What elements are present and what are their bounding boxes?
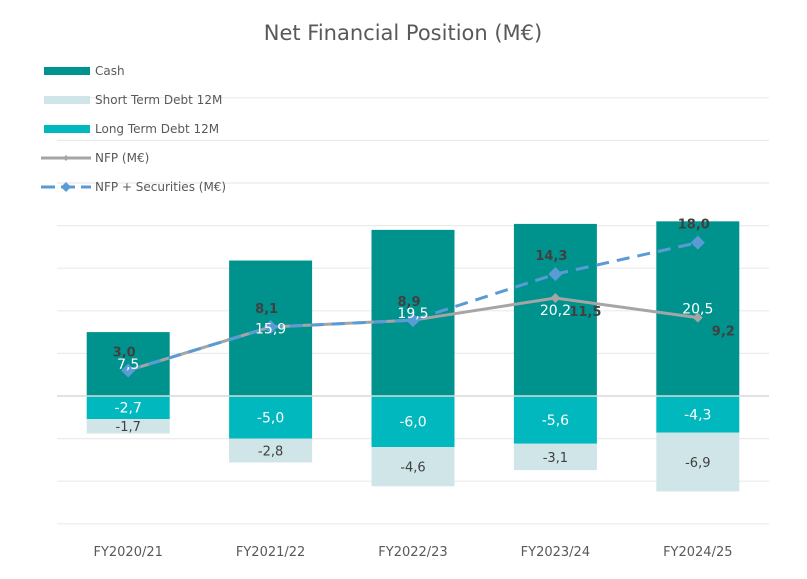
legend-swatch xyxy=(44,125,90,133)
marker-nfp-securities xyxy=(406,313,420,328)
label-cash: 20,2 xyxy=(540,303,571,319)
marker-nfp-securities xyxy=(263,319,278,334)
legend: Cash Short Term Debt 12M Long Term Debt 12… xyxy=(41,64,226,194)
label-short-term-debt: -3,1 xyxy=(543,451,568,466)
x-tick-label: FY2022/23 xyxy=(378,545,447,560)
legend-swatch xyxy=(44,96,90,104)
bar-short-term-debt xyxy=(513,443,597,471)
bar-long-term-debt xyxy=(371,396,455,448)
label-short-term-debt: -6,9 xyxy=(685,456,710,471)
legend-item: Long Term Debt 12M xyxy=(44,122,219,136)
legend-item: Cash xyxy=(44,64,125,78)
label-nfp-securities: 14,3 xyxy=(535,249,567,264)
lines xyxy=(121,235,705,378)
line-nfp-securities xyxy=(127,241,699,372)
bar-cash xyxy=(513,223,597,396)
bar-long-term-debt xyxy=(513,396,597,444)
marker-nfp-securities xyxy=(690,235,705,250)
label-short-term-debt: -2,8 xyxy=(258,445,283,460)
label-nfp: 11,5 xyxy=(569,305,601,320)
legend-swatch xyxy=(44,67,90,75)
label-long-term-debt: -4,3 xyxy=(684,407,711,423)
legend-marker xyxy=(63,155,69,161)
legend-label: Cash xyxy=(95,64,125,78)
bar-cash xyxy=(371,229,455,396)
marker-nfp xyxy=(692,312,703,323)
legend-label: NFP + Securities (M€) xyxy=(95,180,226,194)
marker-nfp xyxy=(550,293,561,304)
bar-long-term-debt xyxy=(86,396,170,420)
marker-nfp-securities xyxy=(121,363,136,378)
x-tick-label: FY2021/22 xyxy=(236,545,305,560)
marker-nfp-securities xyxy=(548,267,563,282)
label-cash: 15,9 xyxy=(255,321,286,337)
x-tick-label: FY2024/25 xyxy=(663,545,732,560)
legend-item: Short Term Debt 12M xyxy=(44,93,222,107)
bar-short-term-debt xyxy=(656,432,740,492)
label-nfp-securities: 3,0 xyxy=(113,345,136,360)
label-nfp-securities: 8,1 xyxy=(255,302,278,317)
label-short-term-debt: -1,7 xyxy=(116,420,141,435)
legend-item: NFP (M€) xyxy=(41,151,149,165)
label-cash: 19,5 xyxy=(397,306,428,322)
label-long-term-debt: -5,0 xyxy=(257,410,284,426)
bar-short-term-debt xyxy=(229,438,313,463)
legend-label: NFP (M€) xyxy=(95,151,149,165)
bar-cash xyxy=(656,221,740,396)
bar-long-term-debt xyxy=(229,396,313,439)
label-short-term-debt: -4,6 xyxy=(400,461,425,476)
legend-marker xyxy=(61,182,71,192)
bars xyxy=(86,221,740,492)
label-long-term-debt: -6,0 xyxy=(399,415,426,431)
label-long-term-debt: -2,7 xyxy=(115,401,142,417)
bar-short-term-debt xyxy=(371,447,455,487)
label-nfp-securities: 18,0 xyxy=(678,218,710,233)
label-cash: 7,5 xyxy=(117,357,139,373)
label-cash: 20,5 xyxy=(682,302,713,318)
label-nfp: 9,2 xyxy=(712,325,735,340)
legend-label: Long Term Debt 12M xyxy=(95,122,219,136)
legend-item: NFP + Securities (M€) xyxy=(41,180,226,194)
x-tick-label: FY2020/21 xyxy=(93,545,162,560)
x-tick-label: FY2023/24 xyxy=(521,545,590,560)
chart-title: Net Financial Position (M€) xyxy=(264,21,542,45)
bar-short-term-debt xyxy=(86,419,170,434)
bar-long-term-debt xyxy=(656,396,740,433)
x-axis-ticks: FY2020/21 FY2021/22 FY2022/23 FY2023/24 FY20… xyxy=(93,545,732,560)
label-long-term-debt: -5,6 xyxy=(542,413,569,429)
data-labels: 7,5 -2,7 -1,7 15,9 -5,0 -2,8 19,5 -6,0 -4,6 20,2 -… xyxy=(113,218,735,476)
legend-label: Short Term Debt 12M xyxy=(95,93,222,107)
label-nfp-securities: 8,9 xyxy=(397,295,420,310)
